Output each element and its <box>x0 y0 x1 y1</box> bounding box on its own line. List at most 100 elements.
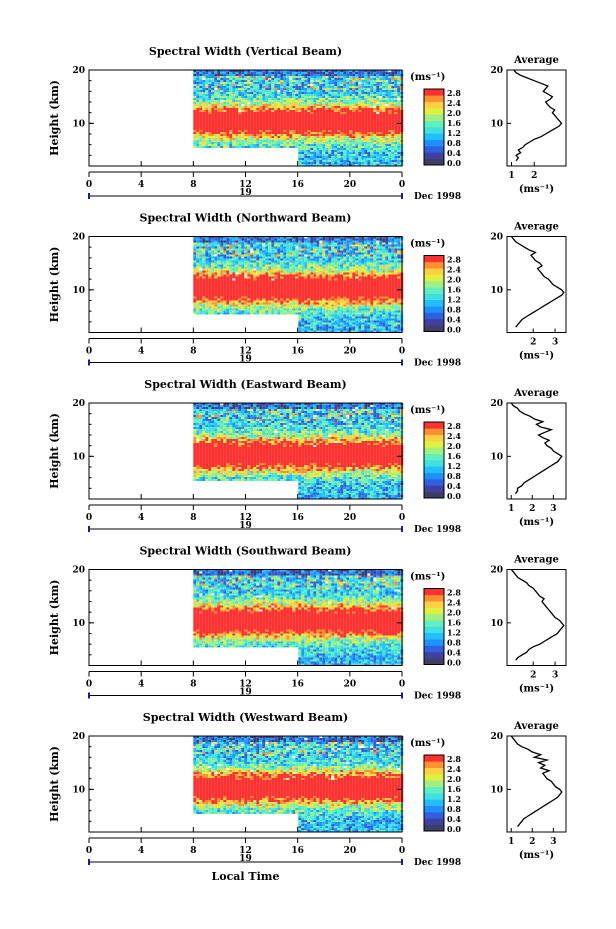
heatmap-cell <box>325 136 329 138</box>
heatmap-cell <box>193 306 197 309</box>
heatmap-cell <box>268 260 272 263</box>
heatmap-cell <box>295 238 299 241</box>
heatmap-cell <box>280 308 284 311</box>
heatmap-cell <box>256 292 260 295</box>
heatmap-cell <box>289 90 293 92</box>
heatmap-cell <box>373 130 377 132</box>
heatmap-cell <box>337 136 341 138</box>
heatmap-cell <box>385 162 389 164</box>
heatmap-cell <box>301 152 305 154</box>
heatmap-cell <box>271 288 275 291</box>
heatmap-cell <box>214 78 218 80</box>
heatmap-cell <box>229 272 233 275</box>
heatmap-cell <box>313 270 317 273</box>
heatmap-cell <box>229 104 233 106</box>
heatmap-cell <box>292 296 296 299</box>
heatmap-cell <box>325 250 329 253</box>
heatmap-cell <box>232 284 236 287</box>
heatmap-cell <box>241 258 245 261</box>
heatmap-cell <box>295 252 299 255</box>
heatmap-cell <box>397 134 401 136</box>
heatmap-cell <box>370 78 374 80</box>
heatmap-cell <box>277 296 281 299</box>
heatmap-cell <box>199 116 203 118</box>
heatmap-cell <box>334 118 338 120</box>
heatmap-cell <box>328 272 332 275</box>
heatmap-cell <box>253 100 257 102</box>
heatmap-cell <box>205 70 209 72</box>
heatmap-cell <box>250 82 254 84</box>
heatmap-cell <box>193 278 197 281</box>
heatmap-cell <box>262 298 266 301</box>
heatmap-cell <box>352 108 356 110</box>
heatmap-cell <box>322 150 326 152</box>
heatmap-cell <box>379 104 383 106</box>
heatmap-cell <box>271 238 275 241</box>
heatmap-cell <box>328 284 332 287</box>
heatmap-cell <box>334 108 338 110</box>
heatmap-cell <box>223 260 227 263</box>
heatmap-cell <box>274 128 278 130</box>
heatmap-cell <box>229 144 233 146</box>
heatmap-cell <box>208 108 212 110</box>
heatmap-cell <box>226 102 230 104</box>
heatmap-cell <box>382 132 386 134</box>
heatmap-cell <box>208 290 212 293</box>
heatmap-cell <box>298 298 302 301</box>
heatmap-cell <box>346 80 350 82</box>
heatmap-cell <box>268 278 272 281</box>
x-tick-label: 4 <box>138 180 144 190</box>
heatmap-cell <box>280 126 284 128</box>
heatmap-cell <box>286 94 290 96</box>
heatmap-cell <box>367 90 371 92</box>
heatmap-cell <box>397 86 401 88</box>
heatmap-cell <box>304 122 308 124</box>
heatmap-cell <box>307 240 311 243</box>
heatmap-cell <box>358 126 362 128</box>
heatmap-cell <box>193 256 197 259</box>
day-label: 19 <box>239 188 252 198</box>
heatmap-cell <box>340 158 344 160</box>
heatmap-cell <box>226 306 230 309</box>
heatmap-cell <box>283 92 287 94</box>
heatmap-cell <box>376 134 380 136</box>
heatmap-cell <box>337 76 341 78</box>
heatmap-cell <box>307 74 311 76</box>
heatmap-cell <box>325 70 329 72</box>
heatmap-cell <box>232 74 236 76</box>
heatmap-cell <box>229 298 233 301</box>
heatmap-cell <box>205 252 209 255</box>
heatmap-cell <box>298 128 302 130</box>
heatmap-cell <box>205 262 209 265</box>
heatmap-cell <box>367 124 371 126</box>
heatmap-cell <box>199 98 203 100</box>
heatmap-cell <box>223 126 227 128</box>
heatmap-cell <box>283 90 287 92</box>
heatmap-cell <box>337 100 341 102</box>
heatmap-cell <box>196 128 200 130</box>
heatmap-cell <box>271 256 275 259</box>
heatmap-cell <box>196 90 200 92</box>
heatmap-cell <box>247 74 251 76</box>
heatmap-cell <box>295 276 299 279</box>
heatmap-cell <box>196 102 200 104</box>
heatmap-cell <box>337 108 341 110</box>
heatmap-cell <box>340 116 344 118</box>
heatmap-cell <box>235 114 239 116</box>
heatmap-cell <box>358 150 362 152</box>
heatmap-cell <box>349 72 353 74</box>
heatmap-cell <box>292 248 296 251</box>
heatmap-cell <box>199 102 203 104</box>
heatmap-cell <box>349 108 353 110</box>
heatmap-cell <box>262 86 266 88</box>
heatmap-cell <box>316 70 320 72</box>
heatmap-cell <box>289 134 293 136</box>
heatmap-cell <box>391 106 395 108</box>
heatmap-cell <box>250 238 254 241</box>
heatmap-cell <box>307 164 311 166</box>
heatmap-cell <box>286 304 290 307</box>
heatmap-cell <box>268 242 272 245</box>
heatmap-cell <box>310 306 314 309</box>
heatmap-cell <box>295 144 299 146</box>
heatmap-cell <box>325 108 329 110</box>
